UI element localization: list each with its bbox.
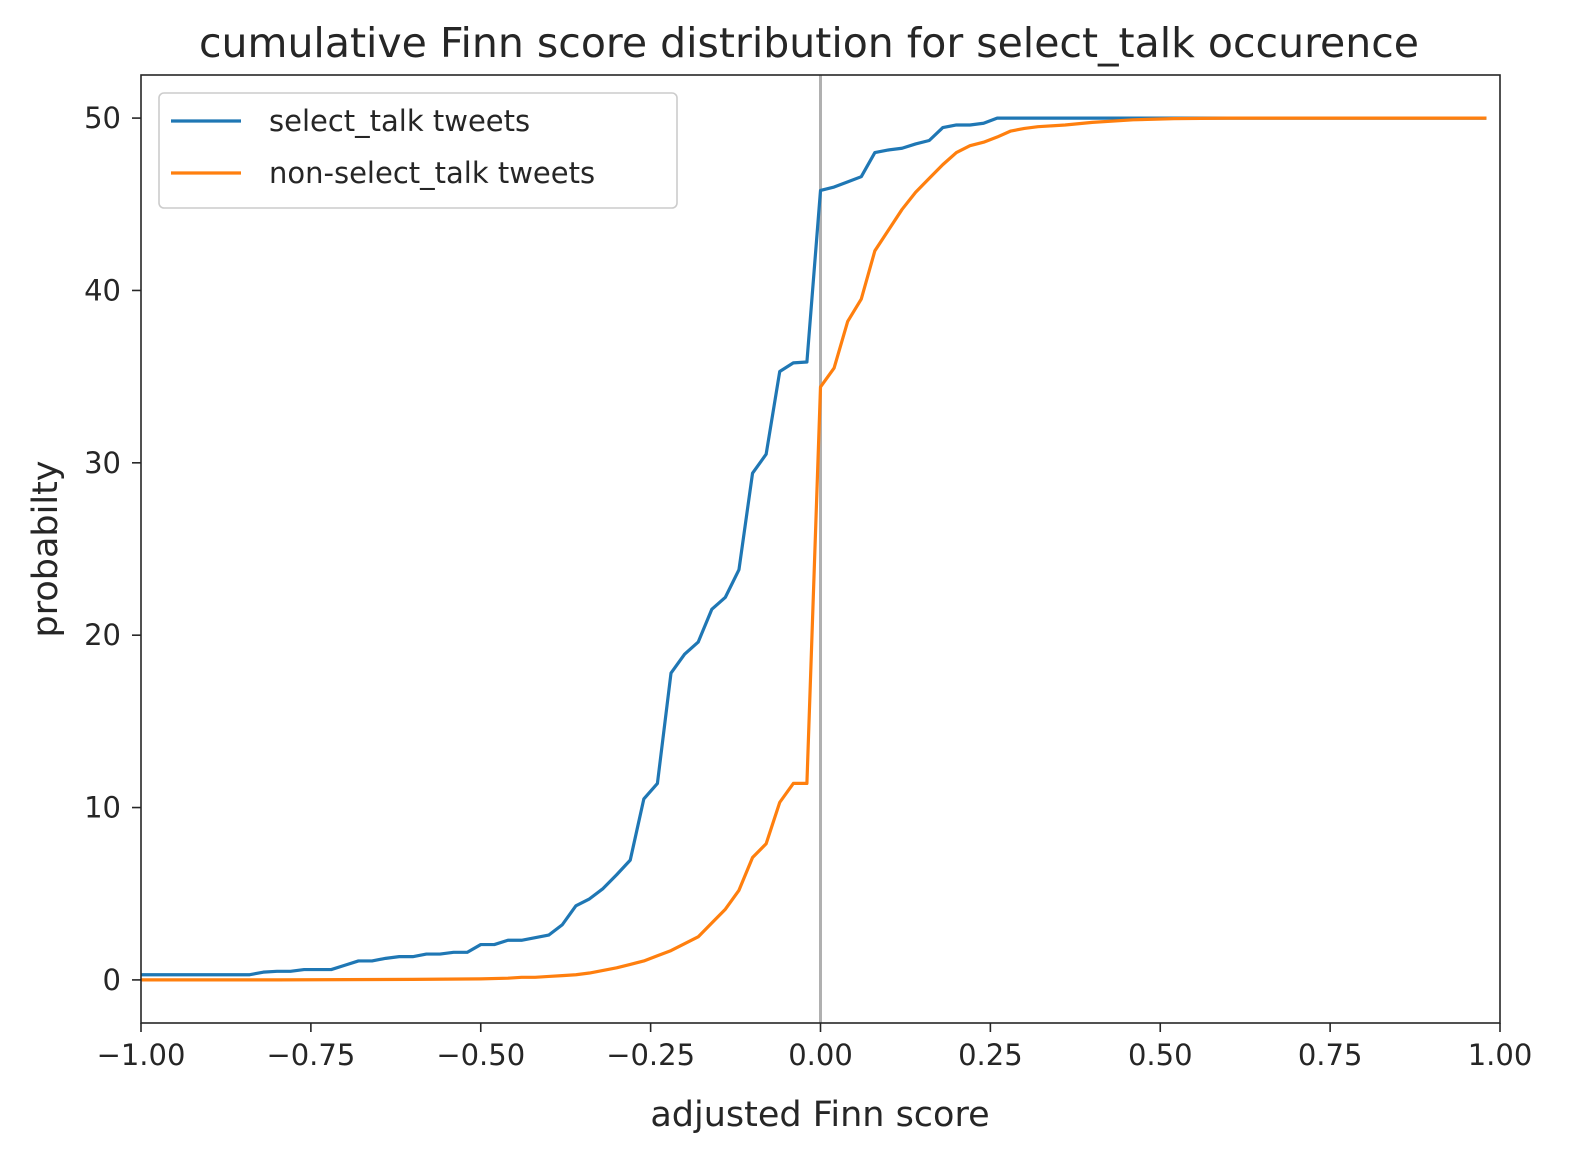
y-tick-label: 10 bbox=[84, 791, 121, 825]
y-tick-label: 20 bbox=[84, 618, 121, 652]
series-line-2 bbox=[141, 116, 1487, 982]
x-tick-label: 0.00 bbox=[788, 1038, 853, 1072]
y-axis-label: probabilty bbox=[26, 460, 66, 637]
y-tick-label: 0 bbox=[103, 963, 121, 997]
y-tick-label: 50 bbox=[84, 101, 121, 135]
x-tick-label: −0.25 bbox=[606, 1038, 695, 1072]
x-tick-label: 0.25 bbox=[958, 1038, 1023, 1072]
x-tick-label: −1.00 bbox=[97, 1038, 186, 1072]
x-tick-label: −0.75 bbox=[266, 1038, 355, 1072]
legend: select_talk tweets non-select_talk tweets bbox=[158, 92, 678, 209]
x-tick-label: 0.50 bbox=[1128, 1038, 1193, 1072]
x-axis-label: adjusted Finn score bbox=[650, 1095, 989, 1135]
x-tick-label: −0.50 bbox=[436, 1038, 525, 1072]
y-tick-label: 40 bbox=[84, 273, 121, 307]
series-line-1 bbox=[141, 116, 1487, 977]
legend-label-1: select_talk tweets bbox=[269, 104, 530, 138]
legend-box bbox=[158, 92, 678, 209]
y-tick-label: 30 bbox=[84, 446, 121, 480]
legend-label-2: non-select_talk tweets bbox=[269, 156, 595, 190]
x-tick-label: 1.00 bbox=[1468, 1038, 1533, 1072]
chart-title: cumulative Finn score distribution for s… bbox=[199, 19, 1419, 67]
x-tick-label: 0.75 bbox=[1298, 1038, 1363, 1072]
